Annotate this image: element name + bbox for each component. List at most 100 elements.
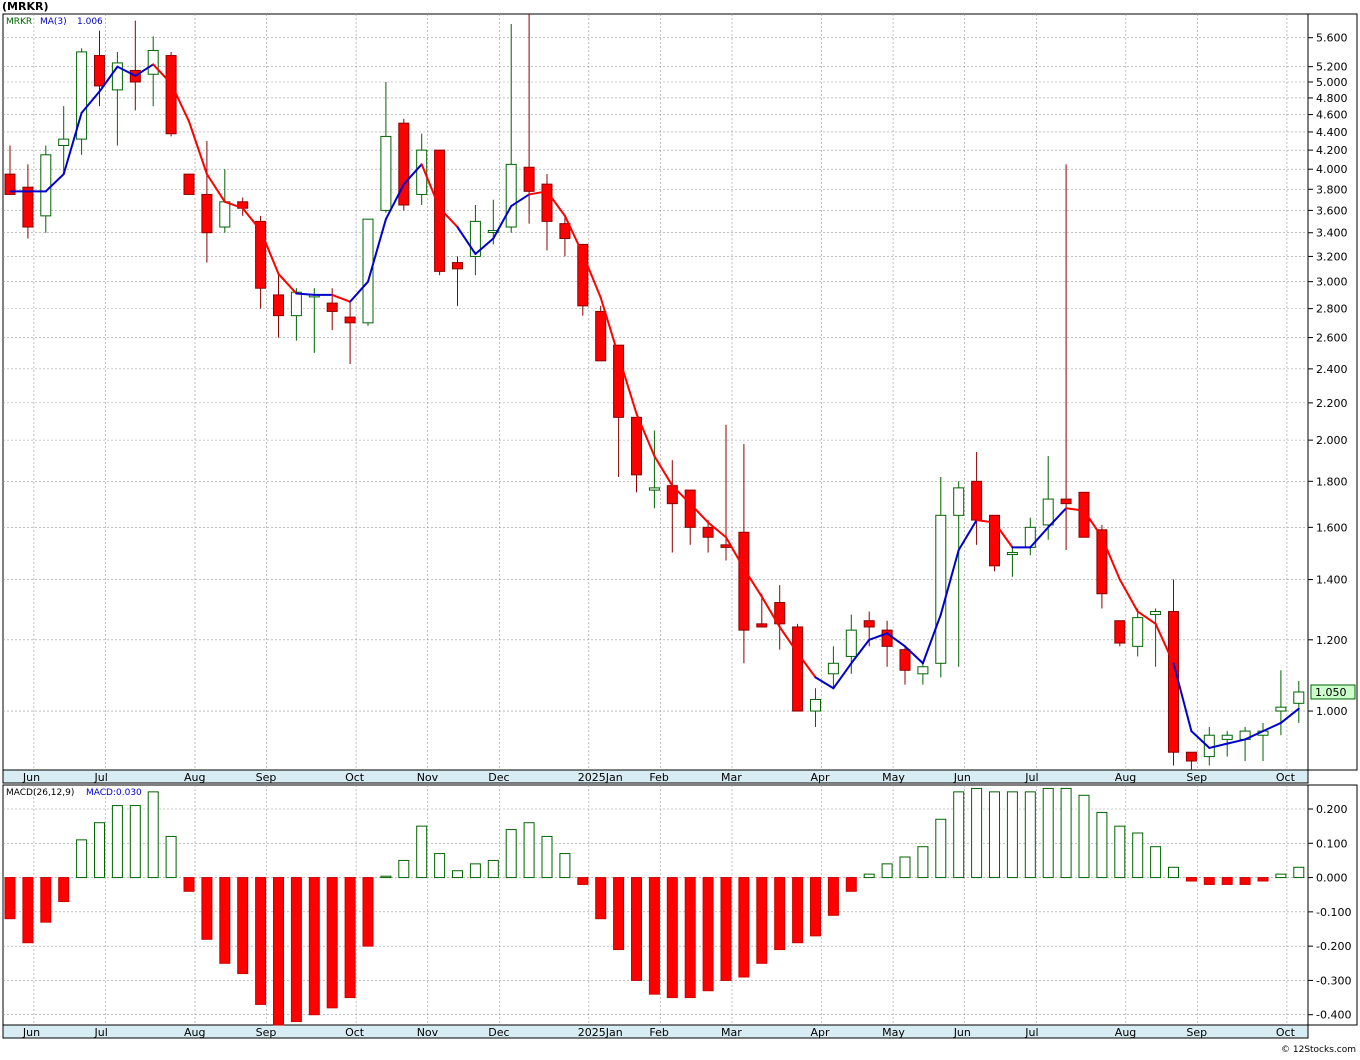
ma-line-segment bbox=[170, 82, 190, 123]
candle-body bbox=[76, 51, 88, 140]
price-month-label: Jun bbox=[953, 771, 971, 784]
candle-body bbox=[362, 218, 374, 324]
macd-month-label: Sep bbox=[1186, 1026, 1207, 1039]
price-tick-label: 3.400 bbox=[1316, 227, 1348, 240]
candle-body bbox=[380, 135, 392, 211]
macd-month-label: Oct bbox=[1276, 1026, 1296, 1039]
macd-bar bbox=[595, 877, 607, 920]
macd-bar bbox=[1203, 877, 1215, 885]
macd-bar bbox=[273, 877, 284, 1026]
candle-body bbox=[810, 698, 821, 712]
macd-bar bbox=[1096, 811, 1108, 879]
price-axis-frame bbox=[1307, 13, 1358, 771]
macd-month-label: Jul bbox=[94, 1026, 108, 1039]
price-date-strip bbox=[2, 769, 1309, 784]
candle-body bbox=[1221, 734, 1233, 740]
candle-body bbox=[631, 416, 642, 476]
ma-line-segment bbox=[1244, 730, 1264, 741]
ma-line-segment bbox=[760, 595, 781, 628]
macd-bar bbox=[1168, 866, 1179, 879]
last-price-box bbox=[1310, 684, 1356, 700]
macd-bar bbox=[111, 805, 123, 879]
ma-line-segment bbox=[510, 193, 531, 208]
macd-month-label: Jun bbox=[22, 1026, 40, 1039]
ma-line-segment bbox=[1083, 509, 1103, 539]
candle-body bbox=[756, 623, 768, 628]
candle-body bbox=[165, 55, 177, 135]
price-tick-label: 1.400 bbox=[1316, 574, 1348, 587]
ma-line-segment bbox=[832, 662, 853, 690]
ma-line-segment bbox=[384, 183, 405, 221]
candle-body bbox=[523, 166, 535, 192]
ma-line-segment bbox=[456, 226, 477, 255]
ma-line-segment bbox=[1136, 610, 1157, 625]
ma-line-segment bbox=[814, 676, 835, 690]
ma-line-segment bbox=[241, 207, 262, 232]
price-month-label: Mar bbox=[721, 771, 742, 784]
price-tick-label: 1.600 bbox=[1316, 521, 1348, 534]
ma-line-segment bbox=[563, 214, 584, 255]
ma-line-segment bbox=[581, 252, 602, 299]
macd-bar bbox=[237, 877, 249, 975]
candle-body bbox=[1150, 611, 1162, 616]
macd-bar bbox=[1150, 846, 1162, 879]
macd-bar bbox=[792, 877, 804, 944]
macd-bar bbox=[648, 877, 660, 995]
macd-bar bbox=[1257, 877, 1269, 882]
macd-tick-label: -0.300 bbox=[1316, 974, 1351, 987]
ma-line-segment bbox=[1172, 662, 1193, 733]
price-month-label: 2025Jan bbox=[578, 771, 623, 784]
ma-line-segment bbox=[367, 218, 387, 283]
macd-bar bbox=[1221, 877, 1233, 885]
ma-line-segment bbox=[1100, 536, 1121, 581]
candle-body bbox=[702, 526, 714, 538]
price-tick-label: 2.000 bbox=[1316, 434, 1348, 447]
ma-line-segment bbox=[599, 296, 620, 358]
candle-body bbox=[1096, 529, 1108, 595]
macd-bar bbox=[380, 875, 392, 879]
ma-line-segment bbox=[904, 645, 924, 665]
ma-line-segment bbox=[349, 280, 369, 303]
ma-line-segment bbox=[1118, 578, 1139, 613]
macd-bar bbox=[971, 787, 983, 879]
ma-line-segment bbox=[331, 293, 352, 303]
macd-bar bbox=[810, 877, 821, 937]
macd-month-label: Jul bbox=[1024, 1026, 1038, 1039]
ma-line-segment bbox=[116, 65, 137, 77]
legend-macd-value: MACD:0.030 bbox=[86, 788, 142, 798]
macd-bar bbox=[1078, 794, 1090, 879]
macd-month-label: Oct bbox=[345, 1026, 365, 1039]
macd-bar bbox=[487, 859, 499, 879]
ma-line-segment bbox=[957, 519, 978, 551]
candle-body bbox=[469, 220, 481, 257]
macd-bar bbox=[577, 877, 589, 885]
price-month-label: Jun bbox=[22, 771, 40, 784]
macd-bar bbox=[1185, 877, 1197, 882]
candle-body bbox=[22, 186, 34, 228]
macd-bar bbox=[559, 853, 571, 879]
macd-bar bbox=[76, 839, 88, 879]
macd-bar bbox=[1275, 873, 1287, 879]
macd-bar bbox=[362, 877, 374, 947]
macd-tick-label: 0.200 bbox=[1316, 803, 1348, 816]
macd-bar bbox=[469, 863, 481, 879]
ma-line-segment bbox=[44, 173, 65, 193]
candle-body bbox=[58, 138, 70, 147]
price-panel-frame bbox=[2, 13, 1309, 771]
candle-body bbox=[845, 629, 857, 657]
price-tick-label: 4.800 bbox=[1316, 92, 1348, 105]
candle-body bbox=[505, 163, 517, 228]
macd-bar bbox=[505, 829, 517, 879]
ma-line-segment bbox=[850, 638, 871, 665]
candle-body bbox=[577, 243, 589, 307]
candle-body bbox=[255, 220, 267, 289]
macd-bar bbox=[129, 805, 141, 879]
price-tick-label: 4.200 bbox=[1316, 144, 1348, 157]
ma-line-segment bbox=[778, 625, 799, 655]
macd-month-label: Aug bbox=[1115, 1026, 1136, 1039]
candle-body bbox=[863, 620, 875, 628]
macd-bar bbox=[989, 791, 1000, 879]
price-tick-label: 2.400 bbox=[1316, 363, 1348, 376]
candle-body bbox=[595, 310, 607, 362]
price-month-label: Nov bbox=[417, 771, 439, 784]
